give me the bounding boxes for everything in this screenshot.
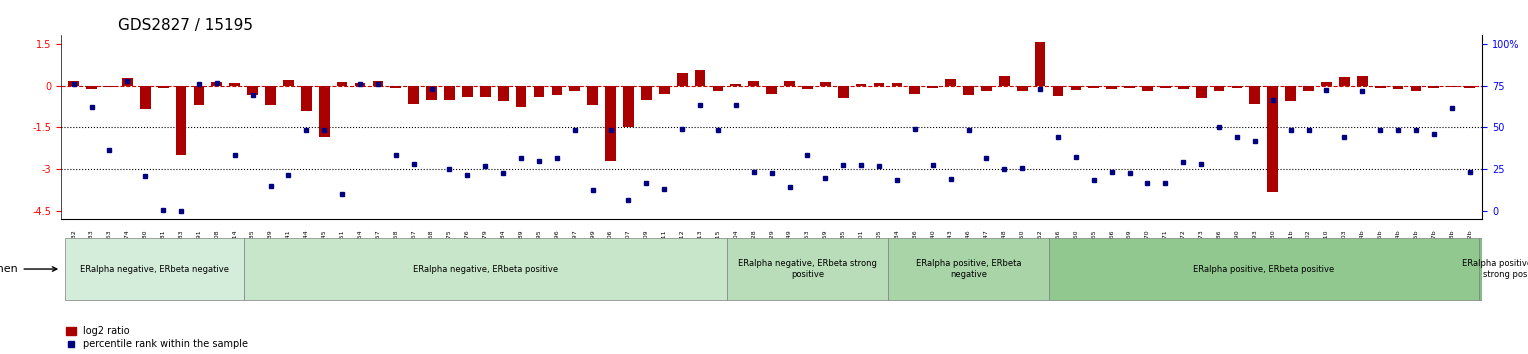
Bar (999, 76, 1010, 86)
Bar (461, 86, 472, 97)
Bar (266, 86, 277, 105)
Bar (1267, 86, 1277, 192)
Bar (194, 86, 205, 105)
Bar (712, 86, 723, 91)
Bar (1464, 86, 1475, 88)
Bar (695, 70, 706, 86)
Bar (605, 86, 616, 161)
Bar (552, 86, 562, 95)
Bar (86, 86, 96, 89)
Text: ERalpha positive, ERbeta
negative: ERalpha positive, ERbeta negative (915, 259, 1021, 279)
Bar (1392, 86, 1403, 89)
Bar (1410, 86, 1421, 91)
Bar (1106, 86, 1117, 89)
Bar (1250, 86, 1261, 104)
Bar (730, 84, 741, 86)
Bar (1053, 86, 1063, 96)
Bar (1141, 86, 1152, 91)
Bar (1071, 86, 1082, 90)
Bar (1196, 86, 1207, 98)
Text: specimen: specimen (0, 264, 57, 274)
Bar (909, 86, 920, 94)
Bar (946, 79, 957, 86)
Text: ERalpha negative, ERbeta strong
positive: ERalpha negative, ERbeta strong positive (738, 259, 877, 279)
Bar (1160, 86, 1170, 88)
Bar (516, 86, 527, 107)
Bar (749, 81, 759, 86)
Bar (229, 84, 240, 86)
Bar (802, 86, 813, 89)
Text: GDS2827 / 15195: GDS2827 / 15195 (118, 18, 254, 33)
Bar (498, 86, 509, 101)
Bar (1479, 238, 1528, 300)
Bar (640, 86, 652, 99)
Bar (927, 86, 938, 88)
Bar (1232, 86, 1242, 88)
Bar (587, 86, 597, 105)
Bar (1447, 86, 1458, 87)
Bar (874, 83, 885, 86)
Bar (445, 86, 455, 99)
Bar (301, 86, 312, 111)
Bar (891, 83, 903, 86)
Bar (1016, 86, 1027, 91)
Text: ERalpha negative, ERbeta negative: ERalpha negative, ERbeta negative (79, 264, 229, 274)
Bar (1322, 82, 1332, 86)
Bar (354, 84, 365, 86)
Bar (659, 86, 669, 94)
Bar (784, 81, 795, 86)
Bar (1034, 42, 1045, 86)
Bar (1178, 86, 1189, 89)
Bar (141, 86, 151, 109)
Bar (480, 86, 490, 97)
Bar (248, 86, 258, 95)
Bar (1213, 86, 1224, 91)
Bar (1125, 86, 1135, 88)
Bar (1429, 86, 1439, 88)
Bar (1285, 86, 1296, 101)
Bar (963, 86, 973, 95)
Bar (856, 84, 866, 86)
Bar (1088, 86, 1099, 88)
Legend: log2 ratio, percentile rank within the sample: log2 ratio, percentile rank within the s… (66, 326, 249, 349)
Bar (1375, 86, 1386, 88)
Bar (1339, 77, 1349, 86)
Text: ERalpha positive, ERbeta positive: ERalpha positive, ERbeta positive (1193, 264, 1334, 274)
Bar (1357, 76, 1368, 86)
Text: ERalpha negative, ERbeta positive: ERalpha negative, ERbeta positive (413, 264, 558, 274)
Bar (766, 86, 778, 94)
Bar (533, 86, 544, 97)
Bar (1303, 86, 1314, 91)
Bar (408, 86, 419, 104)
Text: ERalpha positive, ERbeta
strong positive: ERalpha positive, ERbeta strong positive (1462, 259, 1528, 279)
Bar (69, 81, 79, 86)
Bar (157, 86, 168, 88)
Bar (821, 82, 831, 86)
Bar (211, 82, 222, 86)
Bar (570, 86, 581, 91)
Bar (122, 78, 133, 86)
Bar (243, 238, 727, 300)
Bar (837, 86, 848, 98)
Bar (426, 86, 437, 99)
Bar (336, 82, 347, 86)
Bar (391, 86, 402, 88)
Bar (104, 86, 115, 87)
Bar (888, 238, 1050, 300)
Bar (283, 80, 293, 86)
Bar (176, 86, 186, 155)
Bar (981, 86, 992, 91)
Bar (319, 86, 330, 137)
Bar (677, 73, 688, 86)
Bar (64, 238, 243, 300)
Bar (623, 86, 634, 127)
Bar (1050, 238, 1479, 300)
Bar (727, 238, 888, 300)
Bar (373, 81, 384, 86)
